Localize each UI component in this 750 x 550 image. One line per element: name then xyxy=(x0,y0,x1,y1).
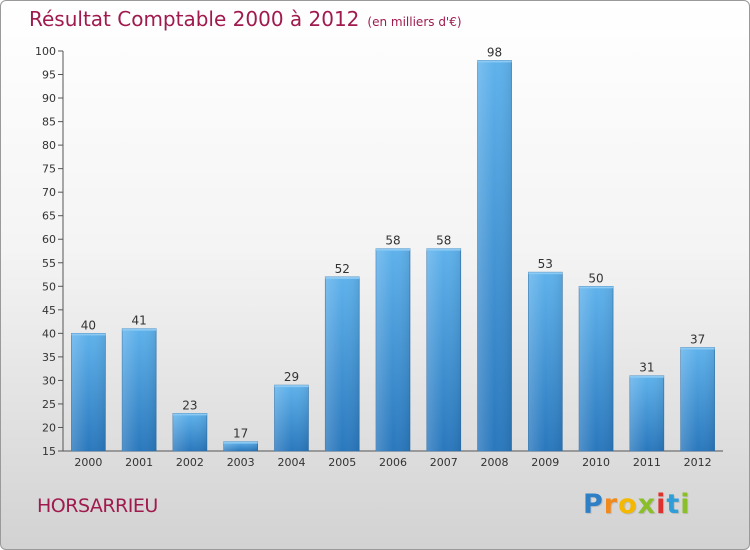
y-tick-label: 70 xyxy=(42,186,56,199)
bar-series xyxy=(71,60,715,452)
bar-top-highlight xyxy=(629,375,664,378)
x-tick-label: 2002 xyxy=(176,456,204,469)
bar-sheen xyxy=(325,276,360,451)
y-tick-label: 45 xyxy=(42,304,56,317)
bar-top-highlight xyxy=(579,286,614,289)
x-tick-label: 2003 xyxy=(227,456,255,469)
y-tick-label: 30 xyxy=(42,374,56,387)
y-tick-label: 20 xyxy=(42,421,56,434)
logo-letter: x xyxy=(637,489,657,520)
x-tick-label: 2011 xyxy=(633,456,661,469)
bar-top-highlight xyxy=(172,413,207,416)
x-tick-label: 2009 xyxy=(531,456,559,469)
bar-top-highlight xyxy=(528,272,563,275)
logo-letter: t xyxy=(666,489,681,520)
bar-sheen xyxy=(629,375,664,451)
logo-letter: r xyxy=(603,489,619,520)
value-label: 41 xyxy=(132,314,147,328)
y-tick-label: 60 xyxy=(42,233,56,246)
bar-sheen xyxy=(122,328,157,451)
value-label: 40 xyxy=(81,318,96,332)
bar-sheen xyxy=(579,286,614,451)
x-tick-label: 2001 xyxy=(125,456,153,469)
x-axis: 2000 2001 2002 2003 2004 2005 2006 2007 2008 2009… xyxy=(63,450,723,469)
y-tick-label: 90 xyxy=(42,92,56,105)
x-tick-label: 2000 xyxy=(74,456,102,469)
y-tick-label: 65 xyxy=(42,210,56,223)
x-tick-label: 2008 xyxy=(481,456,509,469)
x-tick-label: 2004 xyxy=(277,456,305,469)
bar-sheen xyxy=(274,385,309,451)
bar-sheen xyxy=(477,60,512,451)
y-tick-label: 35 xyxy=(42,351,56,364)
bar-top-highlight xyxy=(376,248,410,251)
bar-top-highlight xyxy=(477,60,512,63)
y-tick-label: 75 xyxy=(42,163,56,176)
value-label: 23 xyxy=(182,398,197,412)
value-label: 37 xyxy=(690,332,705,346)
y-tick-label: 100 xyxy=(35,45,56,58)
value-label: 29 xyxy=(284,370,299,384)
value-label: 58 xyxy=(385,234,400,248)
logo-letter: i xyxy=(656,489,667,520)
proxiti-logo: Proxiti xyxy=(583,489,691,520)
bar-sheen xyxy=(71,333,106,451)
bar-sheen xyxy=(426,248,461,451)
chart-title-text: Résultat Comptable 2000 à 2012 xyxy=(29,7,360,31)
value-label: 17 xyxy=(233,427,248,441)
chart-subtitle: (en milliers d'€) xyxy=(367,15,462,29)
x-tick-label: 2005 xyxy=(328,456,356,469)
bar-sheen xyxy=(172,413,207,451)
bar-top-highlight xyxy=(223,441,258,444)
value-label: 31 xyxy=(639,361,654,375)
x-tick-label: 2006 xyxy=(379,456,407,469)
logo-letter: o xyxy=(618,489,638,520)
commune-name: HORSARRIEU xyxy=(37,495,158,517)
y-axis: 15 20 25 30 35 40 45 50 55 60 65 70 75 80 85 90 95 100 xyxy=(35,45,64,458)
y-tick-label: 55 xyxy=(42,257,56,270)
bar-top-highlight xyxy=(71,333,106,336)
bar-top-highlight xyxy=(274,385,309,388)
value-label: 58 xyxy=(436,234,451,248)
y-tick-label: 25 xyxy=(42,398,56,411)
logo-letter: i xyxy=(680,489,691,520)
x-tick-label: 2007 xyxy=(430,456,458,469)
bar-sheen xyxy=(376,248,410,451)
chart-title: Résultat Comptable 2000 à 2012 (en millie… xyxy=(29,7,462,31)
value-label: 52 xyxy=(335,262,350,276)
bar-top-highlight xyxy=(680,347,715,350)
y-tick-label: 85 xyxy=(42,116,56,129)
value-label: 53 xyxy=(538,257,553,271)
value-label: 50 xyxy=(588,271,603,285)
bar-top-highlight xyxy=(122,328,157,331)
bar-sheen xyxy=(223,441,258,451)
x-tick-label: 2010 xyxy=(582,456,610,469)
bar-sheen xyxy=(528,272,563,451)
y-tick-label: 15 xyxy=(42,445,56,458)
bar-top-highlight xyxy=(325,276,360,279)
y-tick-label: 80 xyxy=(42,139,56,152)
value-label: 98 xyxy=(487,45,502,59)
logo-letter: P xyxy=(583,489,604,520)
x-tick-label: 2012 xyxy=(684,456,712,469)
y-tick-label: 95 xyxy=(42,69,56,82)
y-tick-label: 40 xyxy=(42,327,56,340)
data-labels: 40 41 23 17 29 52 58 58 98 53 50 31 37 xyxy=(81,45,706,440)
bar-top-highlight xyxy=(426,248,461,251)
y-tick-label: 50 xyxy=(42,280,56,293)
bar-sheen xyxy=(680,347,715,451)
